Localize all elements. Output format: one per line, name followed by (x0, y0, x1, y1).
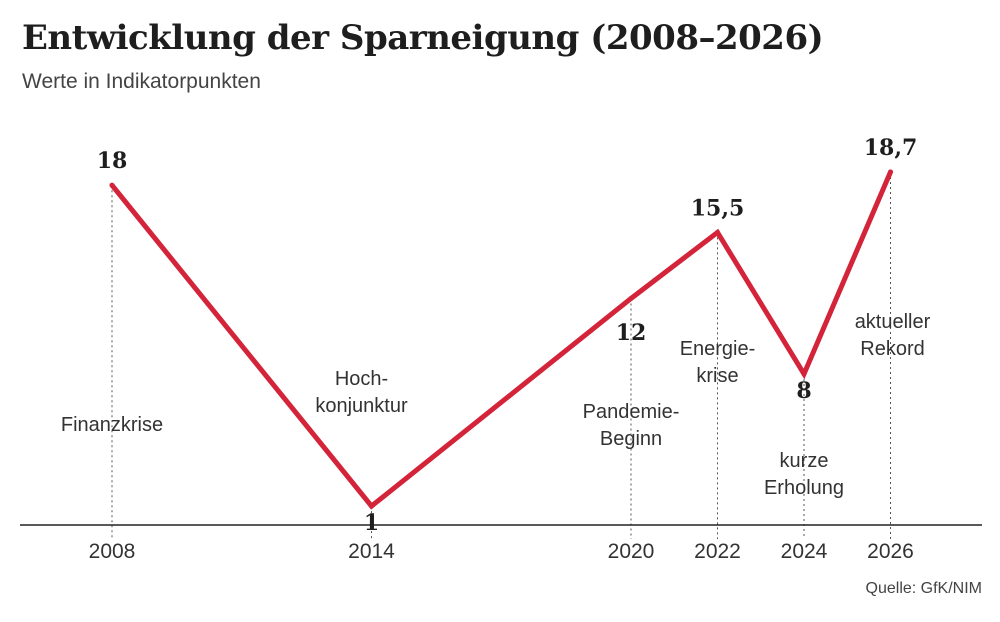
data-point-2024 (801, 371, 807, 377)
value-label-2014: 1 (364, 510, 379, 536)
data-point-2014 (369, 503, 374, 509)
x-tick-label-2024: 2024 (781, 540, 828, 563)
annotation-2020: Pandemie-Beginn (583, 401, 680, 450)
x-tick-label-2014: 2014 (348, 540, 395, 563)
annotation-2026: aktueller Rekord (855, 311, 931, 360)
annotation-2008: Finanzkrise (61, 414, 163, 436)
x-tick-label-2008: 2008 (89, 540, 136, 563)
data-point-2008 (109, 182, 115, 188)
chart-title: Entwicklung der Sparneigung (2008–2026) (22, 18, 824, 58)
value-label-2022: 15,5 (691, 195, 745, 221)
value-label-2008: 18 (97, 148, 128, 174)
x-tick-label-2026: 2026 (867, 540, 914, 563)
annotation-2024: kurze Erholung (764, 450, 844, 499)
source-note: Quelle: GfK/NIM (865, 580, 982, 597)
series-line (109, 169, 893, 510)
x-tick-label-2020: 2020 (608, 540, 655, 563)
data-point-2026 (888, 169, 893, 175)
chart-subtitle: Werte in Indikatorpunkten (22, 70, 261, 93)
x-tick-label-2022: 2022 (694, 540, 741, 563)
annotation-2022: Energie-krise (680, 338, 756, 387)
data-point-2020 (628, 295, 634, 301)
annotation-2014: Hoch-konjunktur (315, 368, 408, 417)
value-label-2026: 18,7 (864, 135, 918, 161)
data-point-2022 (715, 229, 720, 235)
value-label-2020: 12 (616, 320, 647, 346)
value-label-2024: 8 (796, 378, 811, 404)
